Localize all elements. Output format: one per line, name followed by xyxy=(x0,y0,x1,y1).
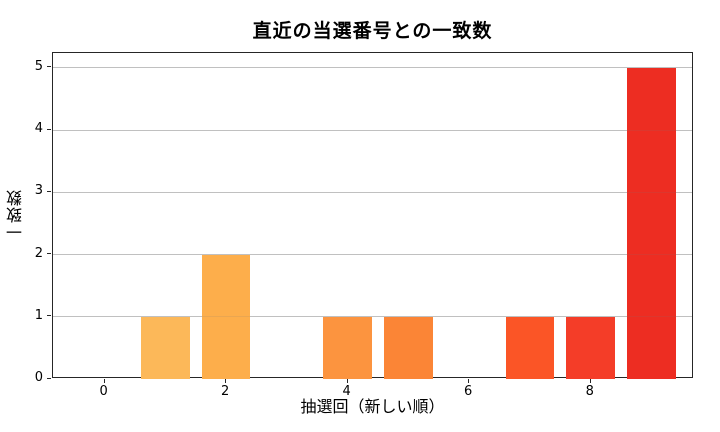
plot-area xyxy=(52,52,693,379)
y-tick-label-2: 2 xyxy=(34,245,43,261)
x-tick-2 xyxy=(225,379,227,383)
y-tick-label-0: 0 xyxy=(34,370,43,385)
x-tick-label-0: 0 xyxy=(99,384,108,399)
y-tick-4 xyxy=(47,128,51,130)
x-tick-label-2: 2 xyxy=(221,384,230,399)
gridline-y2 xyxy=(53,254,692,256)
x-tick-label-8: 8 xyxy=(585,384,594,399)
gridline-y3 xyxy=(53,191,692,193)
bar-x9 xyxy=(627,67,676,379)
gridline-overlay-y2 xyxy=(53,254,692,256)
x-axis-label: 抽選回（新しい順） xyxy=(300,397,445,416)
x-tick-0 xyxy=(103,379,105,383)
gridline-overlay-y3 xyxy=(53,191,692,193)
bar-x4 xyxy=(323,316,372,379)
x-tick-label-4: 4 xyxy=(342,384,351,399)
x-tick-4 xyxy=(346,379,348,383)
y-tick-label-1: 1 xyxy=(34,307,43,323)
bar-x7 xyxy=(505,316,555,379)
bar-x1 xyxy=(141,316,190,379)
bar-x5 xyxy=(384,316,433,379)
bar-x2 xyxy=(201,254,251,379)
gridline-y5 xyxy=(53,67,692,69)
x-tick-6 xyxy=(468,379,470,383)
gridline-overlay-y4 xyxy=(53,129,692,131)
y-tick-label-4: 4 xyxy=(34,121,43,137)
gridline-y1 xyxy=(53,316,692,318)
x-tick-label-6: 6 xyxy=(464,384,473,399)
gridline-overlay-y5 xyxy=(53,67,692,69)
y-tick-label-5: 5 xyxy=(34,58,43,74)
y-tick-1 xyxy=(47,315,51,317)
chart-title: 直近の当選番号との一致数 xyxy=(252,20,493,42)
y-tick-0 xyxy=(47,377,51,379)
y-tick-3 xyxy=(47,190,51,192)
y-tick-2 xyxy=(47,253,51,255)
y-tick-label-3: 3 xyxy=(34,183,43,199)
gridline-y4 xyxy=(53,129,692,131)
x-tick-8 xyxy=(589,379,591,383)
bar-x8 xyxy=(566,316,615,379)
gridline-overlay-y1 xyxy=(53,316,692,318)
y-tick-5 xyxy=(47,66,51,68)
